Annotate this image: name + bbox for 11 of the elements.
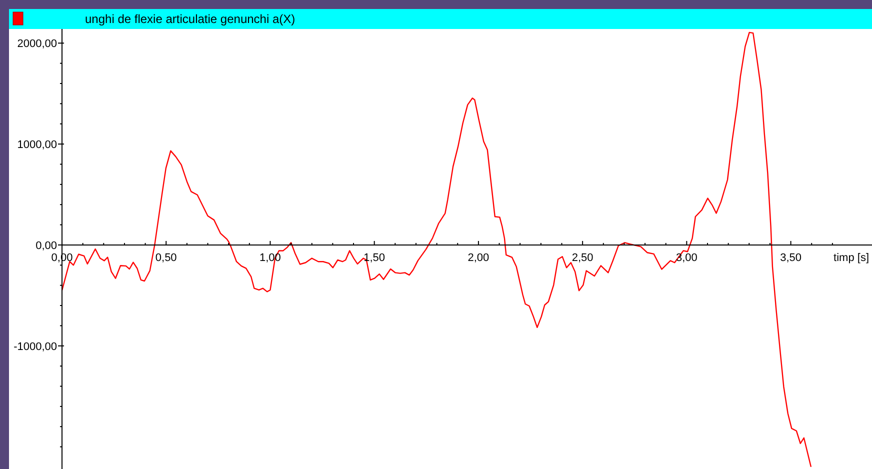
- y-tick-label: 1000,00: [17, 139, 57, 152]
- chart-title: unghi de flexie articulatie genunchi a(X): [85, 12, 296, 26]
- x-tick-label: 3,50: [780, 252, 802, 264]
- y-tick-label: 0,00: [36, 240, 57, 252]
- x-tick-label: 2,50: [572, 252, 594, 264]
- x-tick-label: 2,00: [468, 252, 490, 264]
- x-axis-title: timp [s]: [834, 252, 869, 264]
- y-tick-label: -1000,00: [14, 340, 57, 353]
- y-tick-label: 2000,00: [17, 38, 57, 50]
- x-tick-label: 0,50: [155, 252, 177, 264]
- x-tick-label: 1,50: [364, 252, 386, 264]
